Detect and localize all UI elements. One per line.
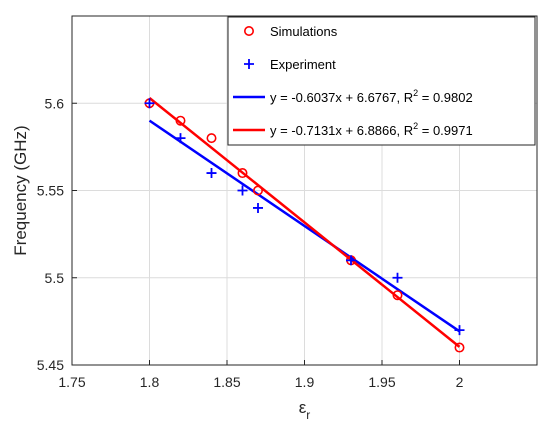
legend-label: y = -0.6037x + 6.6767, R2 = 0.9802 bbox=[270, 88, 473, 105]
x-tick-label: 2 bbox=[456, 374, 464, 390]
y-tick-label: 5.6 bbox=[45, 95, 65, 111]
x-tick-label: 1.75 bbox=[58, 374, 85, 390]
fit-line bbox=[148, 97, 461, 348]
y-tick-label: 5.5 bbox=[45, 270, 65, 286]
x-tick-label: 1.95 bbox=[368, 374, 395, 390]
data-point bbox=[346, 255, 356, 266]
data-point bbox=[253, 185, 264, 196]
y-tick-label: 5.55 bbox=[37, 183, 64, 199]
y-axis-label: Frequency (GHz) bbox=[11, 125, 30, 255]
data-point bbox=[454, 325, 465, 336]
data-point bbox=[237, 185, 248, 196]
y-tick-labels: 5.45 5.5 5.55 5.6 bbox=[37, 95, 64, 373]
data-point bbox=[454, 342, 465, 353]
fit-line bbox=[148, 119, 461, 333]
data-point bbox=[206, 133, 217, 144]
x-tick-label: 1.8 bbox=[140, 374, 160, 390]
x-tick-label: 1.85 bbox=[213, 374, 240, 390]
data-point bbox=[237, 168, 248, 179]
plot-area bbox=[71, 15, 538, 366]
data-point bbox=[144, 98, 155, 109]
legend-symbol bbox=[244, 59, 254, 69]
legend-label: Simulations bbox=[270, 24, 338, 39]
data-markers bbox=[144, 98, 465, 353]
fit-lines bbox=[148, 97, 461, 348]
data-point bbox=[206, 168, 217, 179]
legend: Simulations Experiment y = -0.6037x + 6.67… bbox=[227, 16, 536, 146]
data-point bbox=[175, 133, 186, 144]
legend-symbol bbox=[244, 25, 255, 36]
legend-label: y = -0.7131x + 6.8866, R2 = 0.9971 bbox=[270, 121, 473, 138]
data-point bbox=[392, 290, 403, 301]
x-axis-label: εr bbox=[299, 398, 311, 422]
data-point bbox=[175, 115, 186, 126]
legend-label: Experiment bbox=[270, 57, 336, 72]
x-tick-labels: 1.75 1.8 1.85 1.9 1.95 2 bbox=[58, 374, 463, 390]
x-tick-label: 1.9 bbox=[295, 374, 315, 390]
y-tick-label: 5.45 bbox=[37, 357, 64, 373]
data-point bbox=[392, 272, 403, 283]
legend-box bbox=[227, 16, 536, 146]
data-point bbox=[253, 202, 263, 213]
